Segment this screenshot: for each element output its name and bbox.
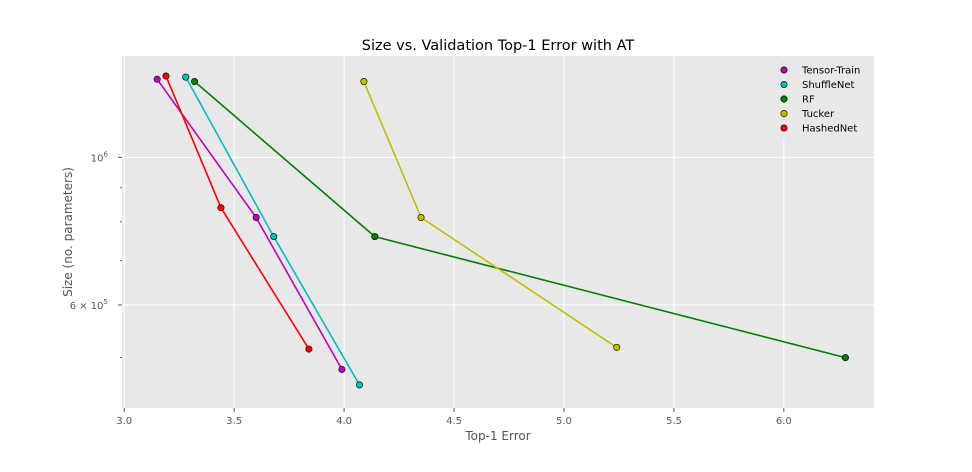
legend-box <box>764 58 868 138</box>
legend-label: ShuffleNet <box>802 80 854 91</box>
x-tick-label: 3.0 <box>116 416 132 427</box>
x-tick-label: 5.0 <box>556 416 572 427</box>
x-tick-label: 6.0 <box>776 416 792 427</box>
y-axis: 106 6 × 105 <box>70 150 122 359</box>
y-tick-label-base: 6 × 10 <box>70 301 104 312</box>
data-point <box>191 78 199 86</box>
y-tick-label-exponent: 5 <box>104 298 108 306</box>
x-axis: 3.0 3.5 4.0 4.5 5.0 5.5 6.0 <box>116 408 792 427</box>
x-tick-label: 4.5 <box>446 416 462 427</box>
y-tick-label-base: 10 <box>91 153 104 164</box>
legend-marker <box>780 124 788 132</box>
data-point <box>417 214 425 222</box>
data-point <box>355 381 363 389</box>
data-point <box>360 78 368 86</box>
y-tick-label-exponent: 6 <box>104 150 109 158</box>
data-point <box>270 233 278 241</box>
plot-background <box>122 56 874 408</box>
data-point <box>613 343 621 351</box>
data-point <box>338 365 346 373</box>
legend-label: Tucker <box>801 109 835 120</box>
data-point <box>841 354 849 362</box>
legend-label: RF <box>802 95 815 106</box>
y-axis-label: Size (no. parameters) <box>61 167 75 297</box>
legend-marker <box>780 66 788 74</box>
data-point <box>371 233 379 241</box>
data-point <box>305 345 313 353</box>
data-point <box>252 214 260 222</box>
x-tick-label: 5.5 <box>666 416 682 427</box>
data-point <box>153 75 161 83</box>
x-axis-label: Top-1 Error <box>464 429 530 443</box>
legend-marker <box>780 81 788 89</box>
y-tick-label: 6 × 105 <box>70 298 108 312</box>
x-tick-label: 4.0 <box>336 416 352 427</box>
legend-label: Tensor-Train <box>801 66 860 77</box>
data-point <box>162 72 170 80</box>
y-tick-label: 106 <box>91 150 109 164</box>
series-group <box>153 72 849 389</box>
chart-title: Size vs. Validation Top-1 Error with AT <box>362 38 635 54</box>
x-tick-label: 3.5 <box>226 416 242 427</box>
legend-label: HashedNet <box>802 124 857 135</box>
legend: Tensor-Train ShuffleNet RF Tucker HashedNet <box>764 58 868 138</box>
data-point <box>182 73 190 81</box>
legend-marker <box>780 110 788 118</box>
data-point <box>217 204 225 212</box>
legend-marker <box>780 95 788 103</box>
